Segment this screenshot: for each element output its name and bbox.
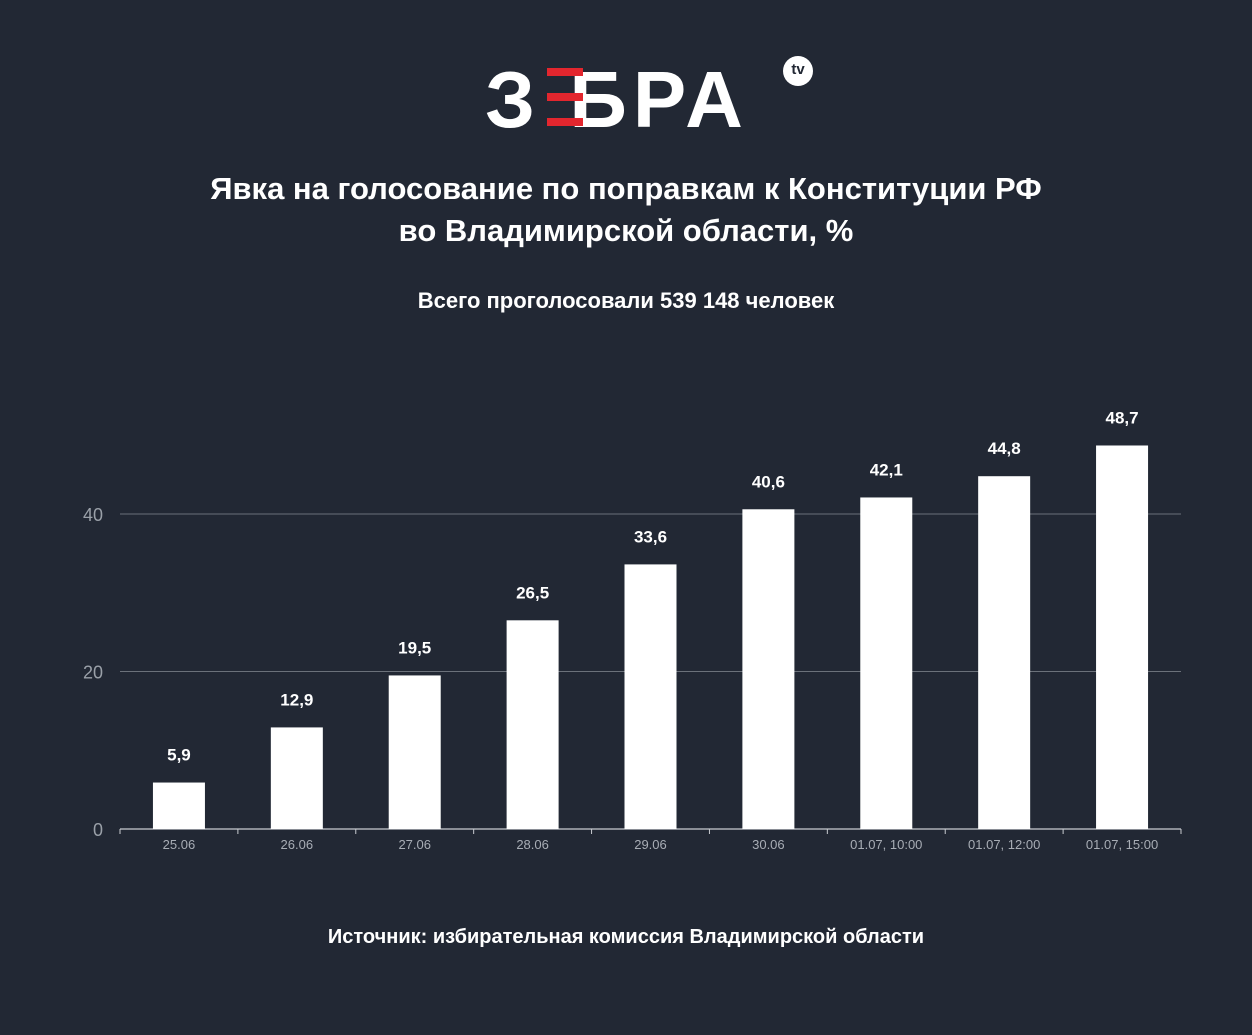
x-tick-label: 26.06 [281,837,314,852]
x-tick-label: 28.06 [516,837,549,852]
y-tick-label: 20 [83,663,103,683]
logo-e-mark [547,68,583,126]
data-label: 5,9 [167,746,191,765]
logo-text: З БРА [485,55,749,144]
logo-tv-badge: tv [783,56,813,86]
y-tick-label: 40 [83,505,103,525]
bar [1096,445,1149,829]
data-label: 33,6 [634,527,667,546]
bar [270,727,323,829]
data-label: 44,8 [988,439,1021,458]
bar [742,509,795,829]
chart-title: Явка на голосование по поправкам к Конст… [0,168,1252,252]
logo: З БРА tv [485,55,825,144]
data-label: 40,6 [752,472,785,491]
x-tick-label: 01.07, 10:00 [850,837,922,852]
bar [624,564,677,829]
chart-subtitle: Всего проголосовали 539 148 человек [417,288,835,313]
data-label: 48,7 [1106,408,1139,427]
data-label: 19,5 [398,638,431,657]
data-label: 12,9 [280,690,313,709]
bar [152,782,205,829]
x-tick-label: 25.06 [163,837,196,852]
data-label: 42,1 [870,460,903,479]
x-tick-label: 27.06 [398,837,431,852]
x-tick-label: 01.07, 12:00 [968,837,1040,852]
x-tick-label: 29.06 [634,837,667,852]
x-tick-label: 30.06 [752,837,785,852]
chart-title-line-1: Явка на голосование по поправкам к Конст… [210,171,1042,206]
y-tick-label: 0 [93,820,103,840]
bar [388,675,441,829]
data-label: 26,5 [516,583,549,602]
chart-title-line-2: во Владимирской области, % [398,213,854,248]
source-note: Источник: избирательная комиссия Владими… [327,926,925,948]
x-tick-label: 01.07, 15:00 [1086,837,1158,852]
bar [506,620,559,829]
bar [860,497,913,829]
bar [978,476,1031,829]
